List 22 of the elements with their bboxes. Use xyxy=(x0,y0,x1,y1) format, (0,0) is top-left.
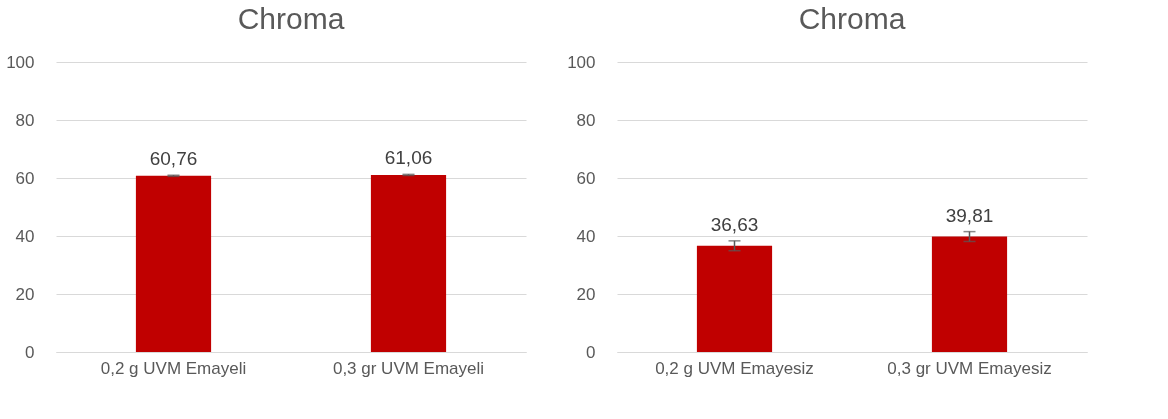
x-tick-label: 0,3 gr UVM Emayeli xyxy=(332,358,485,378)
y-tick-label: 20 xyxy=(576,284,596,304)
y-tick-label: 100 xyxy=(567,52,596,72)
data-label: 36,63 xyxy=(710,213,759,235)
y-tick-label: 100 xyxy=(6,52,35,72)
x-tick-label: 0,3 gr UVM Emayesiz xyxy=(887,358,1052,378)
y-tick-label: 20 xyxy=(15,284,35,304)
x-tick-label: 0,2 g UVM Emayesiz xyxy=(655,358,814,378)
data-label: 60,76 xyxy=(149,148,198,170)
x-tick-label: 0,2 g UVM Emayeli xyxy=(100,358,247,378)
y-tick-label: 60 xyxy=(15,168,35,188)
data-label: 39,81 xyxy=(945,204,994,226)
y-tick-label: 40 xyxy=(15,226,35,246)
data-label: 61,06 xyxy=(384,147,433,169)
y-tick-label: 80 xyxy=(15,110,35,130)
chart-title: Chroma xyxy=(237,2,345,35)
y-tick-label: 80 xyxy=(576,110,596,130)
y-tick-label: 0 xyxy=(25,342,35,362)
y-tick-label: 0 xyxy=(586,342,596,362)
y-tick-label: 60 xyxy=(576,168,596,188)
y-tick-label: 40 xyxy=(576,226,596,246)
chart-title: Chroma xyxy=(798,2,906,35)
